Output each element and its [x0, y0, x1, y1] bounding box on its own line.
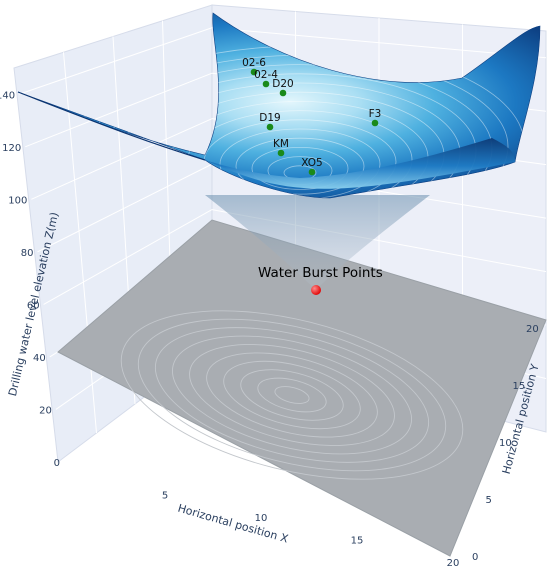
floor-contour-rings: [120, 310, 464, 480]
surface-left-edge: [17, 91, 206, 161]
floor-ring: [240, 369, 344, 421]
floor-ring: [206, 352, 378, 438]
well-point-label: D19: [259, 112, 280, 124]
z-gridline: [18, 27, 213, 95]
x-tick-label: 10: [255, 513, 268, 524]
z-tick-label: 60: [27, 300, 40, 311]
z-tick-label: 140: [0, 90, 15, 101]
z-tick-label: 80: [21, 248, 34, 259]
x-tick-label: 20: [447, 558, 460, 569]
well-point-group: F3: [369, 108, 382, 127]
well-point-marker[interactable]: [308, 168, 316, 176]
floor-ring: [120, 310, 464, 480]
well-point-marker[interactable]: [279, 89, 287, 97]
well-point-label: 02-4: [254, 69, 278, 81]
well-point-marker[interactable]: [250, 68, 258, 76]
y-tick-label: 20: [526, 324, 539, 335]
z-gridline: [43, 209, 213, 305]
y-tick-label: 15: [513, 381, 526, 392]
well-point-marker[interactable]: [371, 119, 379, 127]
surface-ring: [251, 146, 349, 190]
well-point-label: F3: [369, 108, 382, 120]
well-point-group: D19: [259, 112, 281, 131]
surface-ring: [219, 128, 381, 198]
floor-ring: [257, 377, 327, 413]
z-gridline: [37, 163, 213, 253]
z-axis-ticks: 0 20 40 60 80 100 120 140: [0, 90, 60, 469]
z-tick-label: 0: [54, 458, 60, 469]
y-tick-label: 0: [472, 552, 478, 563]
well-point-group: D20: [272, 78, 294, 97]
x-axis-title: Horizontal position X: [176, 502, 290, 546]
well-point-label: KM: [273, 138, 289, 150]
well-point-marker[interactable]: [266, 123, 274, 131]
well-point-group: 02-6: [242, 57, 266, 76]
surface-front-lip: [205, 138, 515, 189]
z-tick-label: 120: [2, 143, 21, 154]
floor-ring: [274, 386, 310, 404]
floor-ring: [189, 344, 395, 446]
y-tick-label: 5: [486, 495, 492, 506]
y-tick-label: 10: [499, 438, 512, 449]
floor-ring: [172, 335, 412, 455]
burst-point-label: Water Burst Points: [258, 265, 383, 281]
depression-cone: [205, 195, 430, 290]
floor-ring: [137, 318, 447, 472]
well-point-marker[interactable]: [277, 149, 285, 157]
floor-ring: [223, 360, 361, 430]
burst-point-group: Water Burst Points: [258, 265, 383, 295]
x-axis-ticks: 5 10 15 20: [162, 491, 460, 570]
well-point-label: 02-6: [242, 57, 266, 69]
floor-ring: [154, 327, 430, 463]
well-point-group: XO5: [301, 157, 323, 176]
z-tick-label: 100: [8, 195, 27, 206]
well-point-marker[interactable]: [262, 80, 270, 88]
z-gridline: [31, 118, 213, 200]
well-point-group: KM: [273, 138, 289, 157]
surface-ring: [235, 137, 365, 195]
x-tick-label: 15: [351, 536, 364, 547]
well-point-group: 02-4: [254, 69, 278, 88]
z-gridline: [25, 72, 213, 148]
well-point-label: D20: [272, 78, 293, 90]
x-tick-label: 5: [162, 491, 168, 502]
floor-plane: [57, 219, 547, 557]
z-tick-label: 40: [33, 353, 46, 364]
burst-point-marker[interactable]: [311, 285, 321, 295]
z-tick-label: 20: [39, 405, 52, 416]
well-point-label: XO5: [301, 157, 322, 169]
y-axis-ticks: 0 5 10 15 20: [472, 324, 539, 563]
surface-back-sheet: [17, 12, 541, 199]
